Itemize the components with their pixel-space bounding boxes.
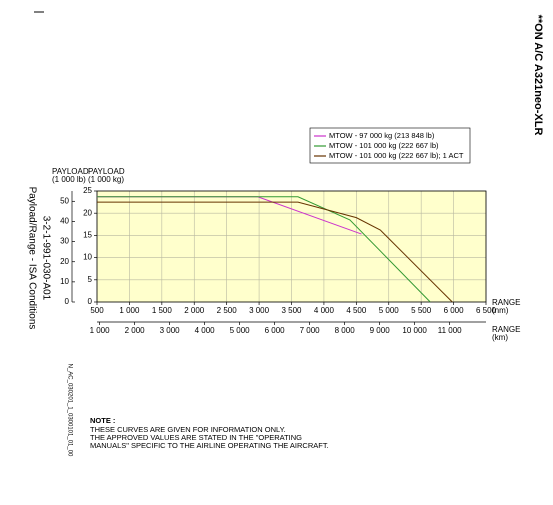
- x2-tick-label: 9 000: [370, 326, 391, 335]
- series-line: [97, 201, 453, 303]
- x-tick-label: 1 500: [152, 306, 173, 315]
- legend-box: [309, 127, 471, 164]
- x-tick-label: 3 000: [249, 306, 270, 315]
- y-tick-label: 0: [88, 297, 93, 306]
- y-tick-label: 20: [83, 208, 92, 217]
- x-tick-label: 5 000: [379, 306, 400, 315]
- note-title: NOTE :: [90, 416, 115, 425]
- y-tick-label: 25: [83, 186, 92, 195]
- x-tick-label: 2 000: [184, 306, 205, 315]
- axis-label: (km): [492, 333, 508, 342]
- plot-frame: [96, 190, 487, 303]
- axis-label: PAYLOAD: [52, 167, 89, 176]
- legend-label: MTOW - 101 000 kg (222 667 lb); 1 ACT: [329, 151, 464, 160]
- x-tick-label: 6 500: [476, 306, 497, 315]
- x2-tick-label: 10 000: [402, 326, 427, 335]
- axis-label: PAYLOAD: [88, 167, 125, 176]
- x2-tick-label: 4 000: [195, 326, 216, 335]
- note-line: MANUALS" SPECIFIC TO THE AIRLINE OPERATI…: [90, 441, 329, 450]
- chart-title: Payload/Range - ISA Conditions: [26, 187, 37, 330]
- legend-label: MTOW - 101 000 kg (222 667 lb): [329, 141, 439, 150]
- x-tick-label: 4 000: [314, 306, 335, 315]
- y2-tick-label: 20: [60, 257, 69, 266]
- note-line: THE APPROVED VALUES ARE STATED IN THE "O…: [90, 433, 302, 442]
- applicability: **ON A/C A321neo-XLR: [532, 15, 544, 136]
- note-line: THESE CURVES ARE GIVEN FOR INFORMATION O…: [90, 425, 286, 434]
- x2-tick-label: 5 000: [230, 326, 251, 335]
- y-tick-label: 15: [83, 231, 92, 240]
- axis-label: RANGE: [492, 298, 520, 307]
- chart-subtitle: 3-2-1-991-030-A01: [40, 216, 51, 301]
- axis-label: (1 000 kg): [88, 175, 124, 184]
- y2-tick-label: 0: [65, 297, 70, 306]
- legend-label: MTOW - 97 000 kg (213 848 lb): [329, 131, 435, 140]
- axis-label: (nm): [492, 306, 509, 315]
- x-tick-label: 5 500: [411, 306, 432, 315]
- y-tick-label: 5: [88, 275, 93, 284]
- y-tick-label: 10: [83, 253, 92, 262]
- y2-tick-label: 10: [60, 277, 69, 286]
- x-tick-label: 1 000: [119, 306, 140, 315]
- axis-label: RANGE: [492, 325, 520, 334]
- series-line: [97, 196, 431, 303]
- y2-tick-label: 50: [60, 196, 69, 205]
- x-tick-label: 6 000: [444, 306, 465, 315]
- document-code: N_AC_030201_1_0300101_01_00: [66, 364, 72, 457]
- x2-tick-label: 11 000: [438, 326, 462, 335]
- x2-tick-label: 8 000: [335, 326, 356, 335]
- x-tick-label: 500: [90, 306, 104, 315]
- x2-tick-label: 7 000: [300, 326, 321, 335]
- y2-tick-label: 40: [60, 217, 69, 226]
- x-tick-label: 4 500: [346, 306, 367, 315]
- x-tick-label: 3 500: [281, 306, 302, 315]
- x2-tick-label: 2 000: [125, 326, 146, 335]
- x-tick-label: 2 500: [217, 306, 238, 315]
- y2-tick-label: 30: [60, 237, 69, 246]
- x2-tick-label: 1 000: [90, 326, 111, 335]
- x2-tick-label: 6 000: [265, 326, 286, 335]
- x2-tick-label: 3 000: [160, 326, 181, 335]
- axis-label: (1 000 lb): [52, 175, 86, 184]
